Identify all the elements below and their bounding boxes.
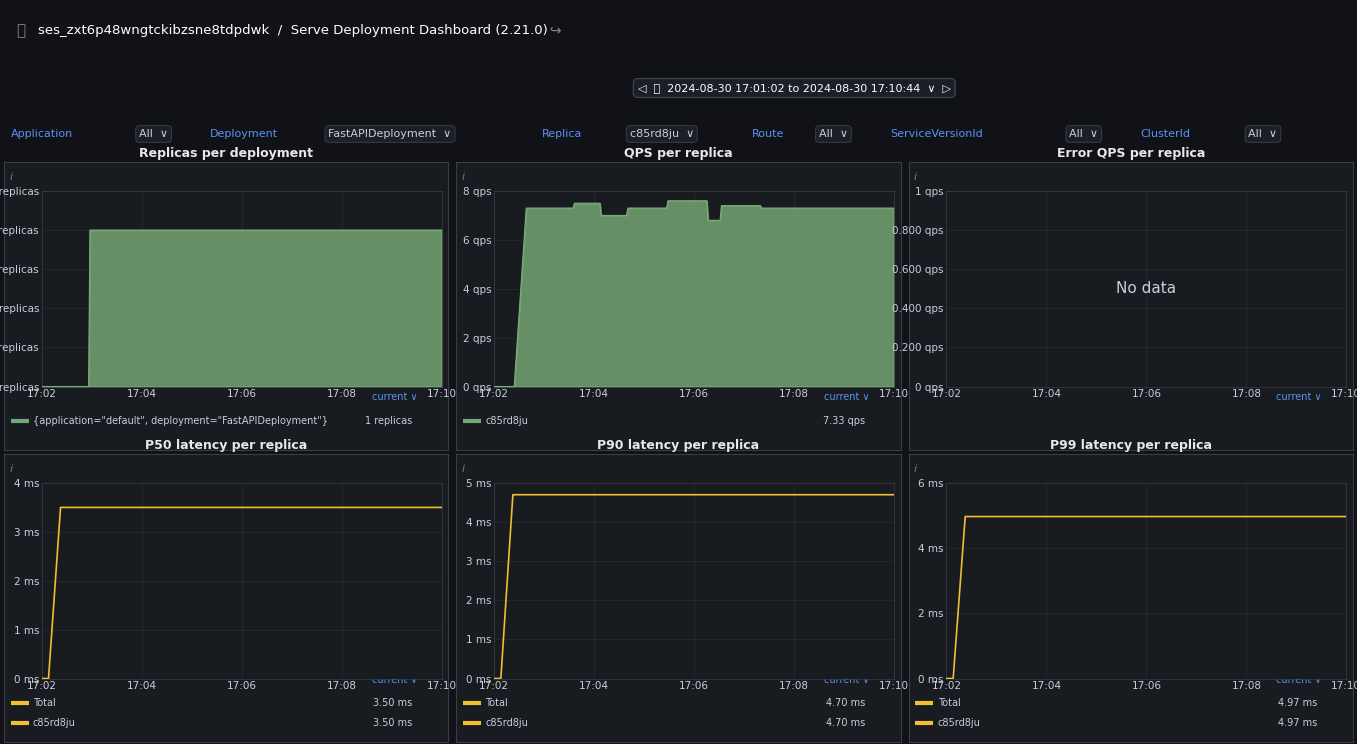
Text: current ∨: current ∨ <box>372 391 417 402</box>
Text: current ∨: current ∨ <box>824 675 870 685</box>
Text: c85rd8ju: c85rd8ju <box>938 718 981 728</box>
Text: Route: Route <box>752 129 784 139</box>
Text: 4.70 ms: 4.70 ms <box>826 718 864 728</box>
Text: i: i <box>915 464 917 474</box>
Text: c85rd8ju: c85rd8ju <box>33 718 76 728</box>
Text: ClusterId: ClusterId <box>1140 129 1190 139</box>
Text: Replica: Replica <box>541 129 582 139</box>
Text: All  ∨: All ∨ <box>1248 129 1277 139</box>
Text: 3.50 ms: 3.50 ms <box>373 698 413 708</box>
Title: Replicas per deployment: Replicas per deployment <box>140 147 313 160</box>
Text: All  ∨: All ∨ <box>1069 129 1098 139</box>
Text: {application="default", deployment="FastAPIDeployment"}: {application="default", deployment="Fast… <box>33 416 328 426</box>
Text: ↪: ↪ <box>550 24 562 38</box>
Text: 1 replicas: 1 replicas <box>365 416 413 426</box>
Text: All  ∨: All ∨ <box>138 129 168 139</box>
Text: Total: Total <box>33 698 56 708</box>
Text: 3.50 ms: 3.50 ms <box>373 718 413 728</box>
Text: i: i <box>9 173 12 182</box>
Text: ServiceVersionId: ServiceVersionId <box>890 129 982 139</box>
Text: c85rd8ju  ∨: c85rd8ju ∨ <box>630 129 693 139</box>
Text: c85rd8ju: c85rd8ju <box>486 718 528 728</box>
Text: FastAPIDeployment  ∨: FastAPIDeployment ∨ <box>328 129 452 139</box>
Title: QPS per replica: QPS per replica <box>624 147 733 160</box>
Title: P50 latency per replica: P50 latency per replica <box>145 439 307 452</box>
Text: 7.33 qps: 7.33 qps <box>822 416 864 426</box>
Text: current ∨: current ∨ <box>372 675 417 685</box>
Title: Error QPS per replica: Error QPS per replica <box>1057 147 1205 160</box>
Text: ◁  ⧖  2024-08-30 17:01:02 to 2024-08-30 17:10:44  ∨  ▷: ◁ ⧖ 2024-08-30 17:01:02 to 2024-08-30 17… <box>638 83 951 93</box>
Text: No data: No data <box>1117 281 1177 296</box>
Title: P99 latency per replica: P99 latency per replica <box>1050 439 1212 452</box>
Text: i: i <box>461 464 465 474</box>
Text: Application: Application <box>11 129 73 139</box>
Text: Total: Total <box>486 698 508 708</box>
Text: c85rd8ju: c85rd8ju <box>486 416 528 426</box>
Text: i: i <box>9 464 12 474</box>
Title: P90 latency per replica: P90 latency per replica <box>597 439 760 452</box>
Text: All  ∨: All ∨ <box>818 129 848 139</box>
Text: current ∨: current ∨ <box>824 391 870 402</box>
Text: Deployment: Deployment <box>210 129 278 139</box>
Text: Total: Total <box>938 698 961 708</box>
Text: current ∨: current ∨ <box>1276 391 1322 402</box>
Text: ses_zxt6p48wngtckibzsne8tdpdwk  /  Serve Deployment Dashboard (2.21.0): ses_zxt6p48wngtckibzsne8tdpdwk / Serve D… <box>38 24 548 37</box>
Text: current ∨: current ∨ <box>1276 675 1322 685</box>
Text: 4.97 ms: 4.97 ms <box>1278 698 1318 708</box>
Text: 4.97 ms: 4.97 ms <box>1278 718 1318 728</box>
Text: ⧉: ⧉ <box>16 23 26 38</box>
Text: i: i <box>461 173 465 182</box>
Text: 4.70 ms: 4.70 ms <box>826 698 864 708</box>
Text: i: i <box>915 173 917 182</box>
